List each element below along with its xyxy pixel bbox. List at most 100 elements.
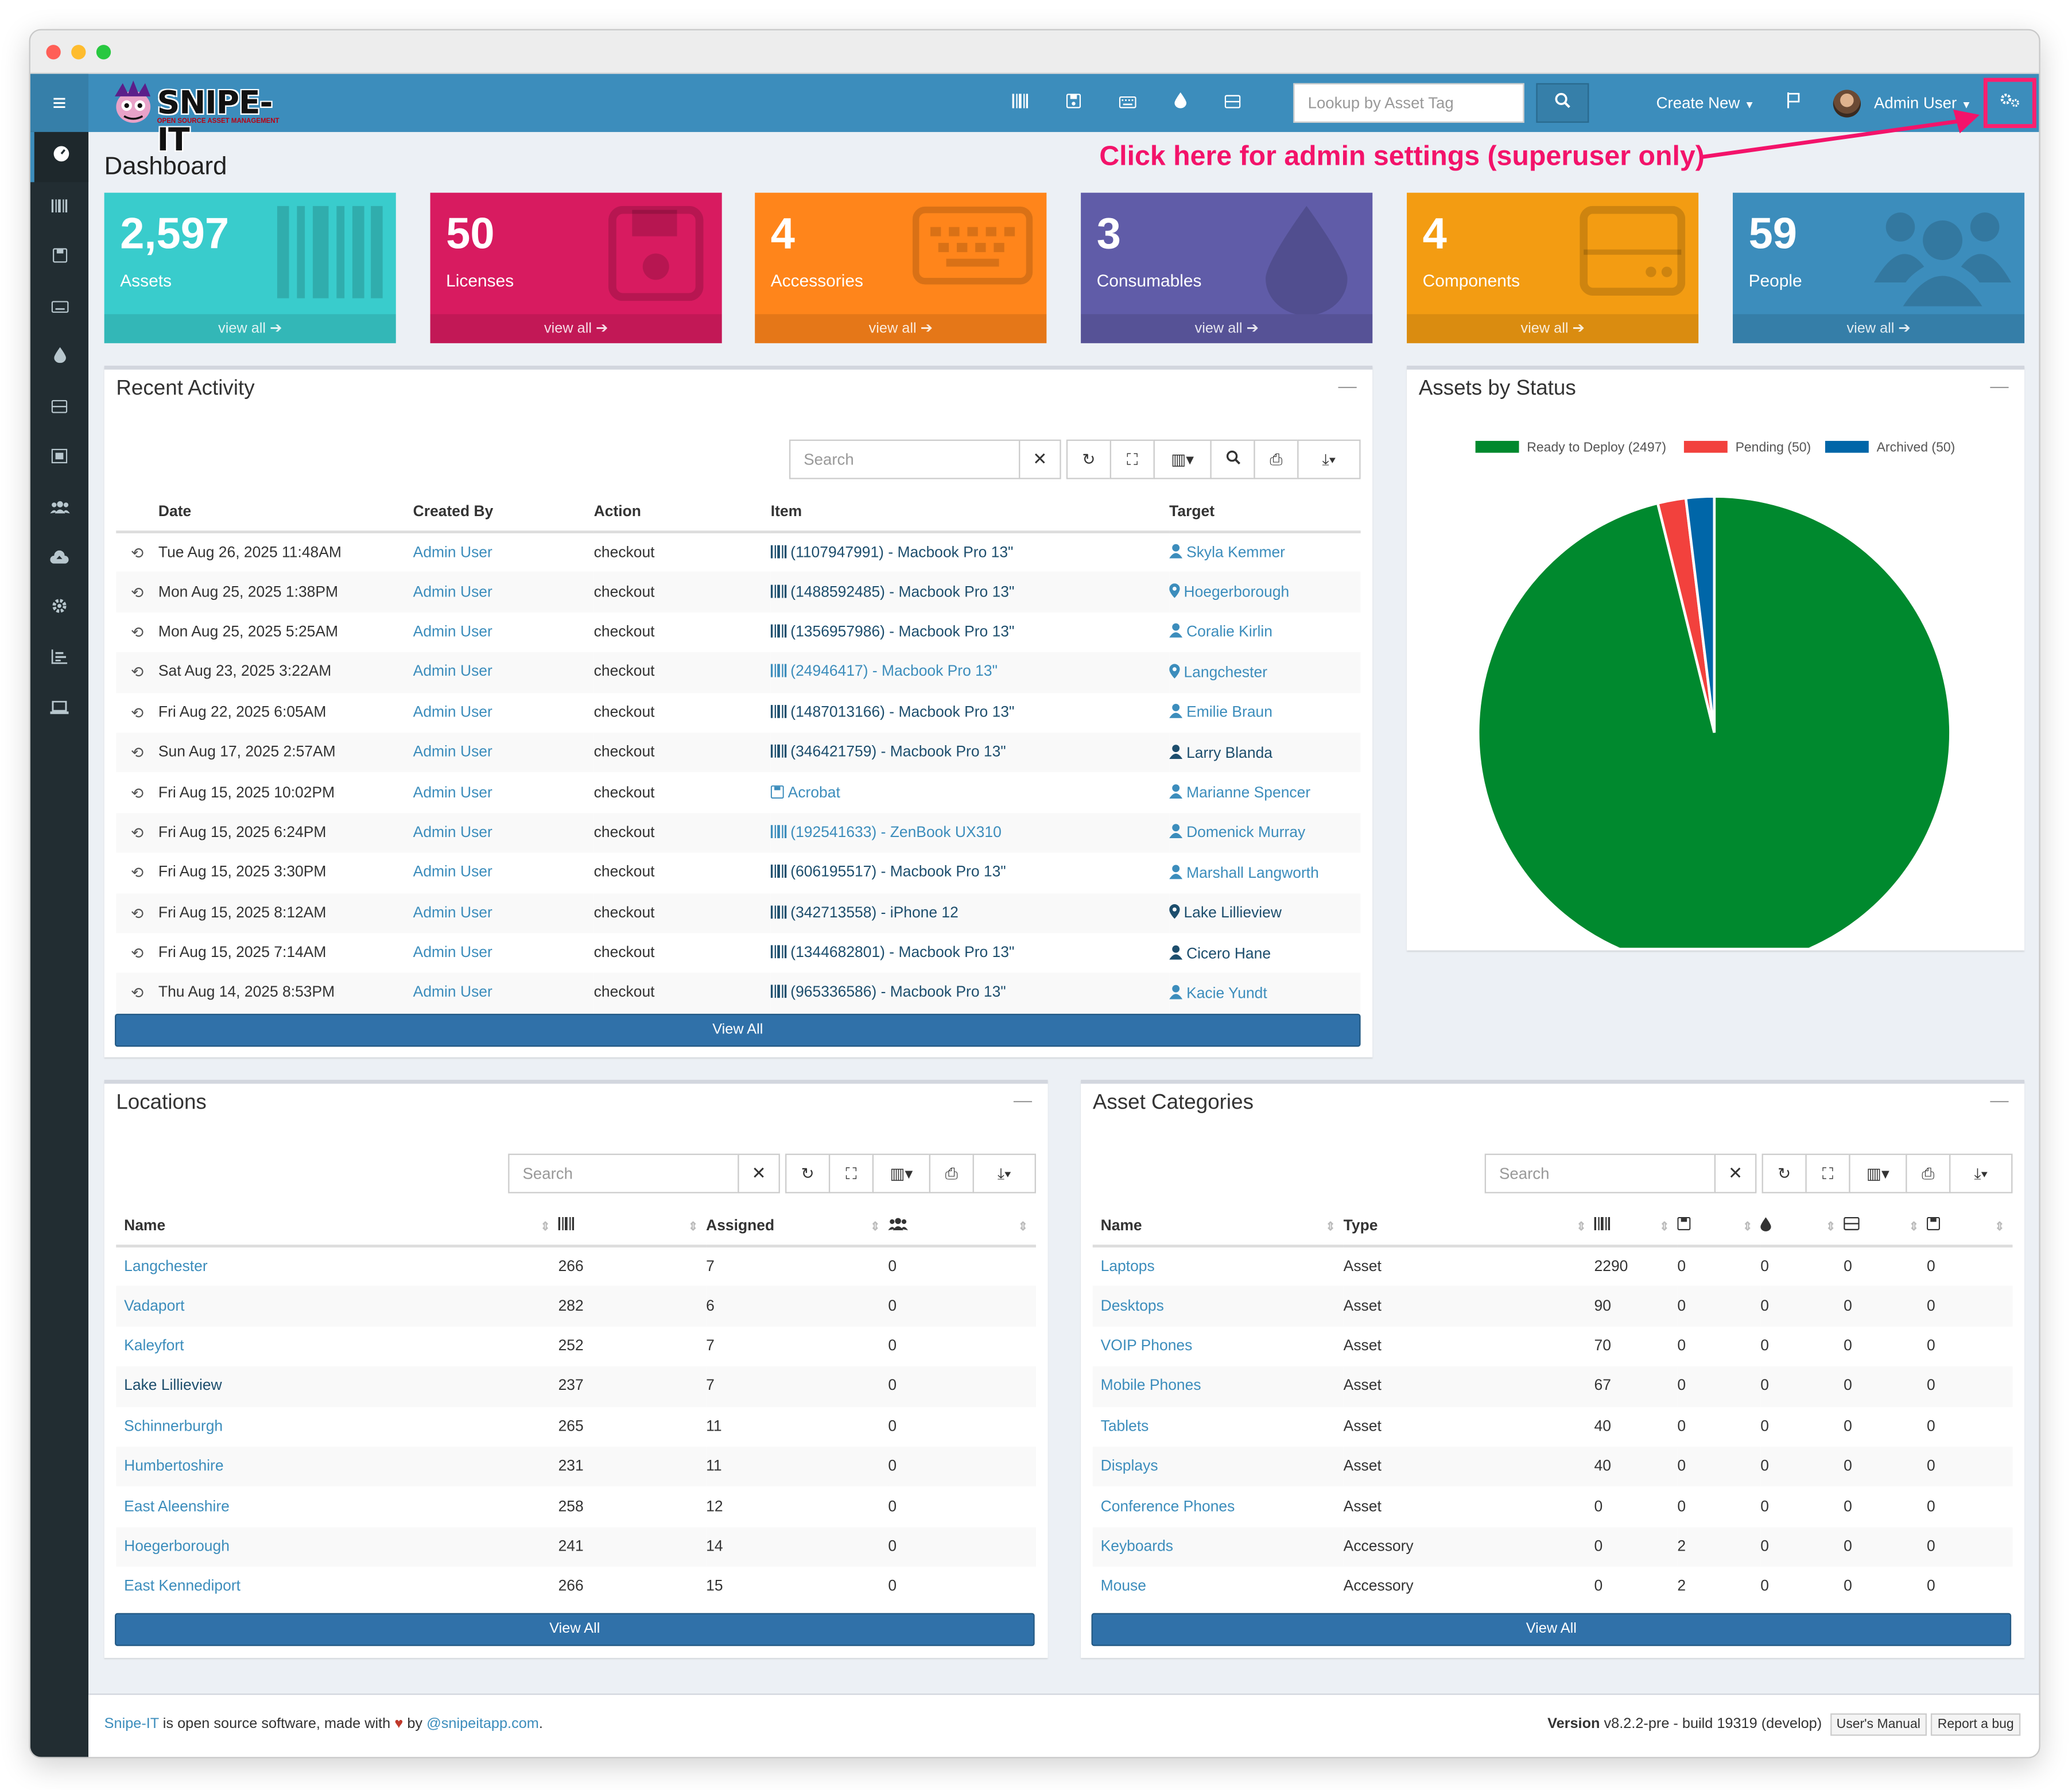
report-bug-button[interactable]: Report a bug <box>1931 1713 2021 1736</box>
col-date[interactable]: Date <box>158 492 413 533</box>
lookup-search-button[interactable] <box>1536 83 1589 123</box>
fullscreen-button[interactable]: ⛶ <box>1805 1153 1850 1194</box>
columns-button[interactable]: ▥▾ <box>1153 439 1212 479</box>
created-by-link[interactable]: Admin User <box>413 865 492 881</box>
admin-settings-button[interactable] <box>1983 78 2036 129</box>
target-link[interactable]: Coralie Kirlin <box>1169 623 1272 641</box>
item-link[interactable]: (192541633) - ZenBook UX310 <box>770 824 1002 840</box>
sidebar-item-accessories[interactable] <box>30 282 88 332</box>
legend-item[interactable]: Archived (50) <box>1825 439 1955 454</box>
user-menu[interactable]: Admin User ▼ <box>1874 74 1972 132</box>
fullscreen-button[interactable]: ⛶ <box>828 1153 874 1194</box>
category-link[interactable]: Conference Phones <box>1100 1498 1235 1515</box>
item-link[interactable]: (1356957986) - Macbook Pro 13" <box>770 624 1014 640</box>
col-accessories[interactable]: ⇕ <box>1926 1206 2013 1247</box>
item-link[interactable]: (342713558) - iPhone 12 <box>770 905 959 921</box>
zoom-window-dot[interactable] <box>96 45 111 60</box>
sidebar-item-settings[interactable] <box>30 583 88 633</box>
print-button[interactable]: ⎙ <box>1906 1153 1951 1194</box>
minimize-icon[interactable]: — <box>1990 1088 2009 1110</box>
created-by-link[interactable]: Admin User <box>413 745 492 761</box>
export-button[interactable]: ⤓▾ <box>972 1153 1036 1194</box>
clear-search-button[interactable]: ✕ <box>1019 439 1061 479</box>
tile-consumables[interactable]: 3 Consumables view all ➔ <box>1081 192 1373 343</box>
sidebar-item-licenses[interactable] <box>30 233 88 282</box>
target-link[interactable]: Emilie Braun <box>1169 704 1272 721</box>
target-link[interactable]: Skyla Kemmer <box>1169 544 1285 561</box>
item-link[interactable]: (606195517) - Macbook Pro 13" <box>770 865 1006 881</box>
keyboard-icon[interactable] <box>1107 74 1147 132</box>
minimize-icon[interactable]: — <box>1990 375 2009 396</box>
print-button[interactable]: ⎙ <box>929 1153 974 1194</box>
created-by-link[interactable]: Admin User <box>413 785 492 801</box>
col-name[interactable]: Name ⇕ <box>1092 1206 1344 1247</box>
sidebar-item-reports[interactable] <box>30 634 88 684</box>
location-link[interactable]: Langchester <box>124 1258 208 1275</box>
sidebar-item-dashboard[interactable] <box>30 131 89 183</box>
hdd-icon[interactable] <box>1213 74 1252 132</box>
location-link[interactable]: East Kennediport <box>124 1579 241 1595</box>
users-manual-button[interactable]: User's Manual <box>1830 1713 1927 1736</box>
item-link[interactable]: Acrobat <box>770 785 840 801</box>
refresh-button[interactable]: ↻ <box>785 1153 831 1194</box>
target-link[interactable]: Cicero Hane <box>1169 944 1271 962</box>
created-by-link[interactable]: Admin User <box>413 624 492 641</box>
location-link[interactable]: East Aleenshire <box>124 1498 230 1515</box>
tile-view-all-link[interactable]: view all ➔ <box>755 314 1047 343</box>
tile-view-all-link[interactable]: view all ➔ <box>430 314 722 343</box>
snipeitapp-link[interactable]: @snipeitapp.com <box>426 1716 539 1732</box>
target-link[interactable]: Hoegerborough <box>1169 583 1289 600</box>
target-link[interactable]: Marianne Spencer <box>1169 784 1310 801</box>
target-link[interactable]: Langchester <box>1169 664 1267 681</box>
asset-tag-lookup-input[interactable]: Lookup by Asset Tag <box>1293 83 1524 123</box>
location-link[interactable]: Humbertoshire <box>124 1459 224 1475</box>
target-link[interactable]: Marshall Langworth <box>1169 865 1319 882</box>
created-by-link[interactable]: Admin User <box>413 824 492 841</box>
item-link[interactable]: (965336586) - Macbook Pro 13" <box>770 985 1006 1001</box>
col-target[interactable]: Target <box>1169 492 1361 533</box>
search-input[interactable]: Search <box>1484 1153 1716 1194</box>
category-link[interactable]: VOIP Phones <box>1100 1338 1193 1355</box>
location-link[interactable]: Schinnerburgh <box>124 1419 223 1435</box>
created-by-link[interactable]: Admin User <box>413 664 492 680</box>
col-created-by[interactable]: Created By <box>413 492 594 533</box>
col-licenses[interactable]: ⇕ <box>1677 1206 1761 1247</box>
col-type[interactable]: Type ⇕ <box>1343 1206 1594 1247</box>
refresh-button[interactable]: ↻ <box>1066 439 1112 479</box>
minimize-icon[interactable]: — <box>1013 1088 1033 1110</box>
created-by-link[interactable]: Admin User <box>413 945 492 962</box>
print-button[interactable]: ⎙ <box>1254 439 1299 479</box>
created-by-link[interactable]: Admin User <box>413 704 492 720</box>
category-link[interactable]: Tablets <box>1100 1419 1149 1435</box>
location-link[interactable]: Hoegerborough <box>124 1539 230 1555</box>
col-users[interactable]: ⇕ <box>888 1206 1036 1247</box>
fullscreen-button[interactable]: ⛶ <box>1109 439 1155 479</box>
tile-people[interactable]: 59 People view all ➔ <box>1732 192 2025 343</box>
target-link[interactable]: Larry Blanda <box>1169 744 1272 761</box>
sidebar-item-assets[interactable] <box>30 182 88 232</box>
category-link[interactable]: Displays <box>1100 1459 1158 1475</box>
location-link[interactable]: Vadaport <box>124 1298 185 1315</box>
location-link[interactable]: Lake Lillieview <box>124 1378 222 1394</box>
item-link[interactable]: (1107947991) - Macbook Pro 13" <box>770 544 1013 560</box>
item-link[interactable]: (1344682801) - Macbook Pro 13" <box>770 945 1014 961</box>
tile-view-all-link[interactable]: view all ➔ <box>1081 314 1373 343</box>
legend-item[interactable]: Pending (50) <box>1683 439 1811 454</box>
brand-logo[interactable]: SNIPE-IT OPEN SOURCE ASSET MANAGEMENT <box>110 78 280 158</box>
sidebar-item-components[interactable] <box>30 383 88 433</box>
created-by-link[interactable]: Admin User <box>413 544 492 561</box>
pie-slice[interactable] <box>1476 495 1952 948</box>
sidebar-item-consumables[interactable] <box>30 332 88 382</box>
sidebar-item-import[interactable] <box>30 533 88 583</box>
user-avatar[interactable] <box>1833 90 1861 118</box>
created-by-link[interactable]: Admin User <box>413 584 492 600</box>
sidebar-item-requestable[interactable] <box>30 684 88 734</box>
legend-item[interactable]: Ready to Deploy (2497) <box>1475 439 1666 454</box>
view-all-categories-button[interactable]: View All <box>1091 1613 2012 1646</box>
clear-search-button[interactable]: ✕ <box>1714 1153 1757 1194</box>
category-link[interactable]: Desktops <box>1100 1298 1164 1315</box>
location-link[interactable]: Kaleyfort <box>124 1338 184 1355</box>
col-assigned[interactable]: Assigned ⇕ <box>706 1206 888 1247</box>
tile-view-all-link[interactable]: view all ➔ <box>1732 314 2025 343</box>
col-consumables[interactable]: ⇕ <box>1760 1206 1844 1247</box>
